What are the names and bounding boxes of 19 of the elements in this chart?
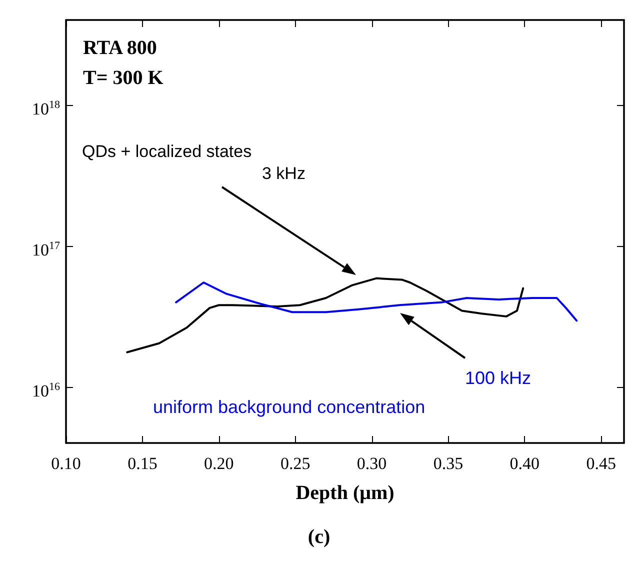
x-tick-label: 0.45 [586,454,616,473]
y-tick-label: 10$^{16}$ [32,380,60,403]
x-tick-label: 0.15 [128,454,158,473]
annotation: T= 300 K [83,67,164,89]
x-tick-label: 0.10 [51,454,81,473]
x-tick-label: 0.25 [280,454,310,473]
x-tick-label: 0.40 [510,454,540,473]
annotation: 100 kHz [465,368,532,388]
annotation: RTA 800 [83,37,157,59]
x-tick-label: 0.20 [204,454,234,473]
x-axis-title: Depth (μm) [296,482,394,504]
y-tick-label: 10$^{18}$ [32,98,60,121]
annotation: QDs + localized states [82,142,252,161]
y-tick-label: 10$^{17}$ [32,238,60,262]
x-tick-label: 0.30 [356,454,387,473]
text: (c) [308,526,330,548]
annotation: 3 kHz [262,164,306,183]
annotation: uniform background concentration [153,397,426,417]
x-tick-label: 0.35 [433,454,464,473]
